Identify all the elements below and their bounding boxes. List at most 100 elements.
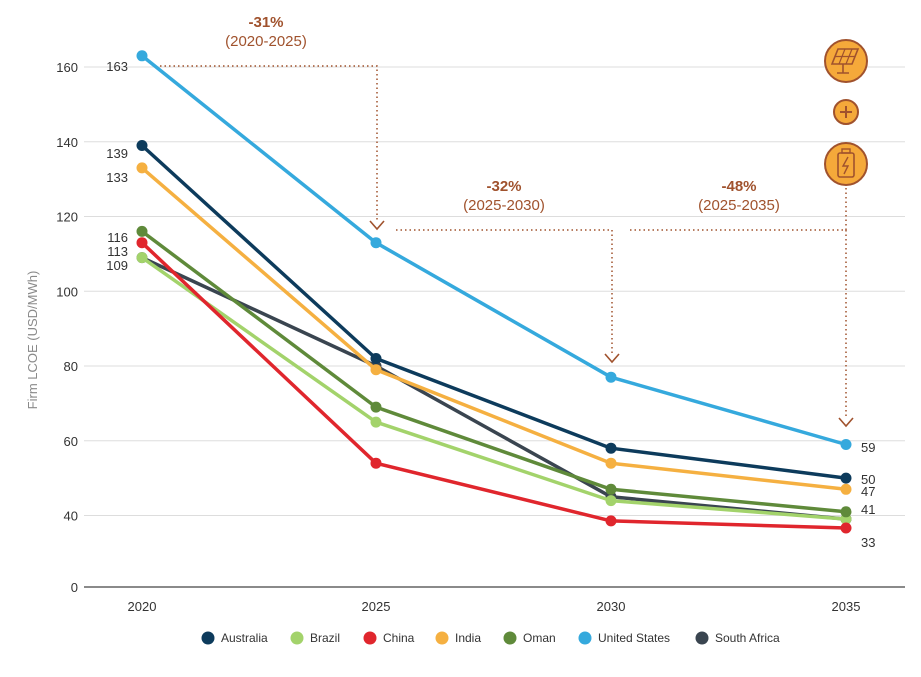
annotation-3-pct: -48%	[721, 178, 756, 195]
annotation-2-pct: -32%	[486, 178, 521, 195]
legend-item-india: India	[435, 631, 481, 645]
series-line-australia	[140, 144, 847, 480]
legend-label: China	[383, 631, 415, 645]
point-china	[605, 515, 617, 527]
end-label: 41	[861, 502, 875, 517]
y-tick-label: 40	[64, 509, 78, 524]
annotation-2-range: (2025-2030)	[463, 197, 545, 214]
point-china	[840, 522, 852, 534]
x-tick-label: 2025	[362, 599, 391, 614]
series-line-south-africa	[141, 256, 847, 521]
legend-item-oman: Oman	[503, 631, 556, 645]
series-line-brazil	[140, 256, 847, 521]
y-axis-label: Firm LCOE (USD/MWh)	[25, 271, 40, 410]
series-united-states	[136, 50, 852, 450]
point-united-states	[840, 439, 852, 450]
annotation-1-pct: -31%	[248, 14, 283, 31]
legend-label: United States	[598, 631, 670, 645]
arrow-heads	[369, 220, 854, 428]
annotation-3-range: (2025-2035)	[698, 197, 780, 214]
y-tick-label: 0	[71, 580, 78, 595]
point-united-states	[370, 237, 382, 249]
point-australia	[840, 472, 852, 484]
point-oman	[840, 506, 852, 518]
arrow-head-2025	[369, 220, 385, 231]
legend-item-australia: Australia	[201, 631, 268, 645]
point-united-states	[136, 50, 148, 62]
point-china	[370, 457, 382, 469]
series-line-oman	[140, 230, 847, 514]
point-oman	[136, 225, 148, 237]
arrow-head-2030	[604, 353, 620, 364]
series-australia	[136, 140, 852, 484]
annotation-1-range: (2020-2025)	[225, 33, 307, 50]
arrow-head-2035	[838, 417, 854, 428]
y-tick-label: 140	[56, 135, 78, 150]
y-tick-label: 100	[56, 284, 78, 299]
point-india	[136, 162, 148, 174]
point-brazil	[605, 495, 617, 507]
legend: Australia Brazil China India Oman United Stat…	[201, 631, 780, 645]
end-label: 47	[861, 484, 875, 499]
series-india	[136, 162, 852, 495]
point-china	[136, 237, 148, 249]
y-tick-label: 60	[64, 434, 78, 449]
point-australia	[605, 442, 617, 454]
start-label: 109	[106, 258, 128, 273]
y-tick-label: 120	[56, 210, 78, 225]
arrow-2025-2030	[396, 229, 613, 354]
start-label: 113	[107, 244, 128, 259]
legend-swatch	[503, 631, 517, 645]
legend-item-united-states: United States	[578, 631, 670, 645]
start-label: 163	[106, 59, 128, 74]
plus-icon	[833, 99, 859, 125]
legend-swatch	[363, 631, 377, 645]
series-line-india	[140, 166, 847, 492]
legend-swatch	[201, 631, 215, 645]
legend-swatch	[435, 631, 449, 645]
x-tick-label: 2020	[128, 599, 157, 614]
start-label: 116	[107, 230, 128, 245]
point-brazil	[370, 416, 382, 428]
y-axis-ticks: 0 40 60 80 100 120 140 160	[56, 60, 78, 595]
legend-label: South Africa	[715, 631, 780, 645]
arrow-2020-2025	[160, 65, 378, 222]
start-label: 139	[106, 146, 128, 161]
legend-swatch	[290, 631, 304, 645]
point-india	[840, 483, 852, 495]
legend-label: Brazil	[310, 631, 340, 645]
series-china	[136, 237, 852, 534]
series-line-united-states	[140, 54, 847, 447]
y-tick-label: 80	[64, 359, 78, 374]
annotation-arrows	[160, 65, 847, 418]
point-india	[605, 457, 617, 469]
point-oman	[605, 483, 617, 495]
legend-label: Oman	[523, 631, 556, 645]
legend-label: Australia	[221, 631, 268, 645]
x-axis-ticks: 2020 2025 2030 2035	[128, 599, 861, 614]
series-lines	[136, 50, 852, 534]
x-tick-label: 2030	[597, 599, 626, 614]
x-tick-label: 2035	[832, 599, 861, 614]
battery-icon	[824, 142, 868, 186]
point-brazil	[136, 252, 148, 264]
legend-item-south-africa: South Africa	[695, 631, 780, 645]
start-label: 133	[106, 170, 128, 185]
solar-panel-icon	[824, 39, 868, 83]
end-label: 59	[861, 440, 875, 455]
point-oman	[370, 401, 382, 413]
point-australia	[136, 140, 148, 151]
point-india	[370, 364, 382, 376]
y-tick-label: 160	[56, 60, 78, 75]
gridlines	[84, 66, 905, 588]
legend-swatch	[695, 631, 709, 645]
series-brazil	[136, 252, 852, 525]
end-label: 33	[861, 535, 875, 550]
series-south-africa	[136, 252, 852, 525]
series-oman	[136, 225, 852, 518]
series-line-china	[140, 241, 847, 530]
legend-swatch	[578, 631, 592, 645]
